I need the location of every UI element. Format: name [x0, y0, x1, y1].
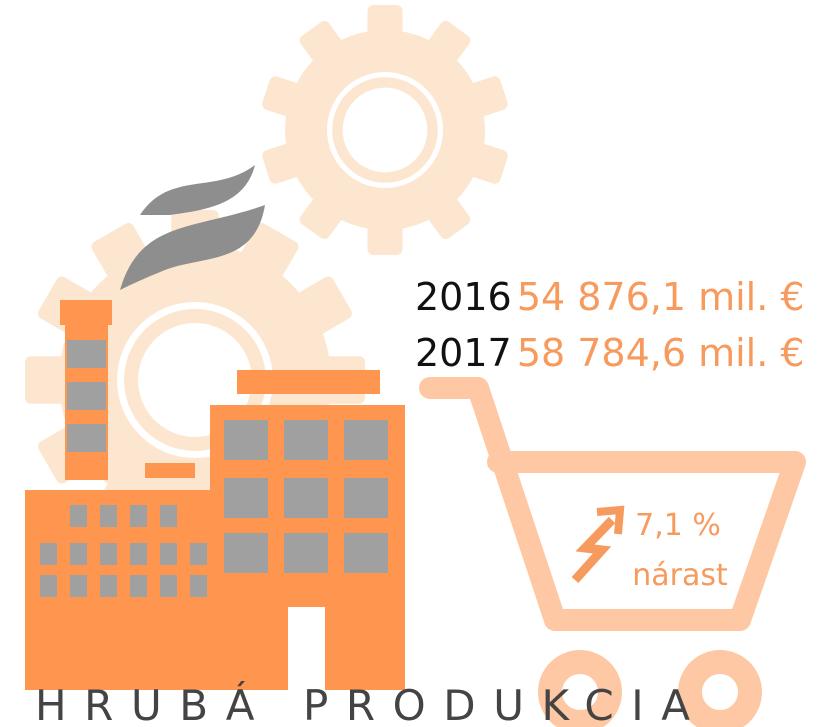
growth-arrow: [571, 505, 625, 584]
window: [40, 575, 57, 597]
cart: [419, 377, 806, 727]
row-2016: 2016 54 876,1 mil. €: [415, 275, 805, 319]
window: [70, 505, 87, 527]
window: [130, 505, 147, 527]
value: 58 784,6 mil. €: [517, 331, 805, 375]
window: [160, 505, 177, 527]
window: [40, 543, 57, 565]
gear-hole: [332, 77, 438, 183]
window: [160, 575, 177, 597]
window: [190, 575, 207, 597]
gear: [262, 5, 508, 255]
smoke: [120, 165, 265, 290]
title: HRUBÁ PRODUKCIA: [35, 680, 690, 727]
window: [130, 543, 147, 565]
window: [100, 575, 117, 597]
window: [70, 575, 87, 597]
year: 2016: [415, 275, 512, 319]
window: [100, 543, 117, 565]
window: [100, 505, 117, 527]
window: [190, 543, 207, 565]
growth-label: nárast: [632, 558, 728, 593]
growth-value: 7,1 %: [635, 508, 721, 543]
window: [160, 543, 177, 565]
row-2017: 2017 58 784,6 mil. €: [415, 331, 805, 375]
window: [130, 575, 147, 597]
value: 54 876,1 mil. €: [517, 275, 805, 319]
gear-ring: [327, 72, 443, 188]
factory: [25, 300, 405, 690]
window: [70, 543, 87, 565]
year: 2017: [415, 331, 512, 375]
